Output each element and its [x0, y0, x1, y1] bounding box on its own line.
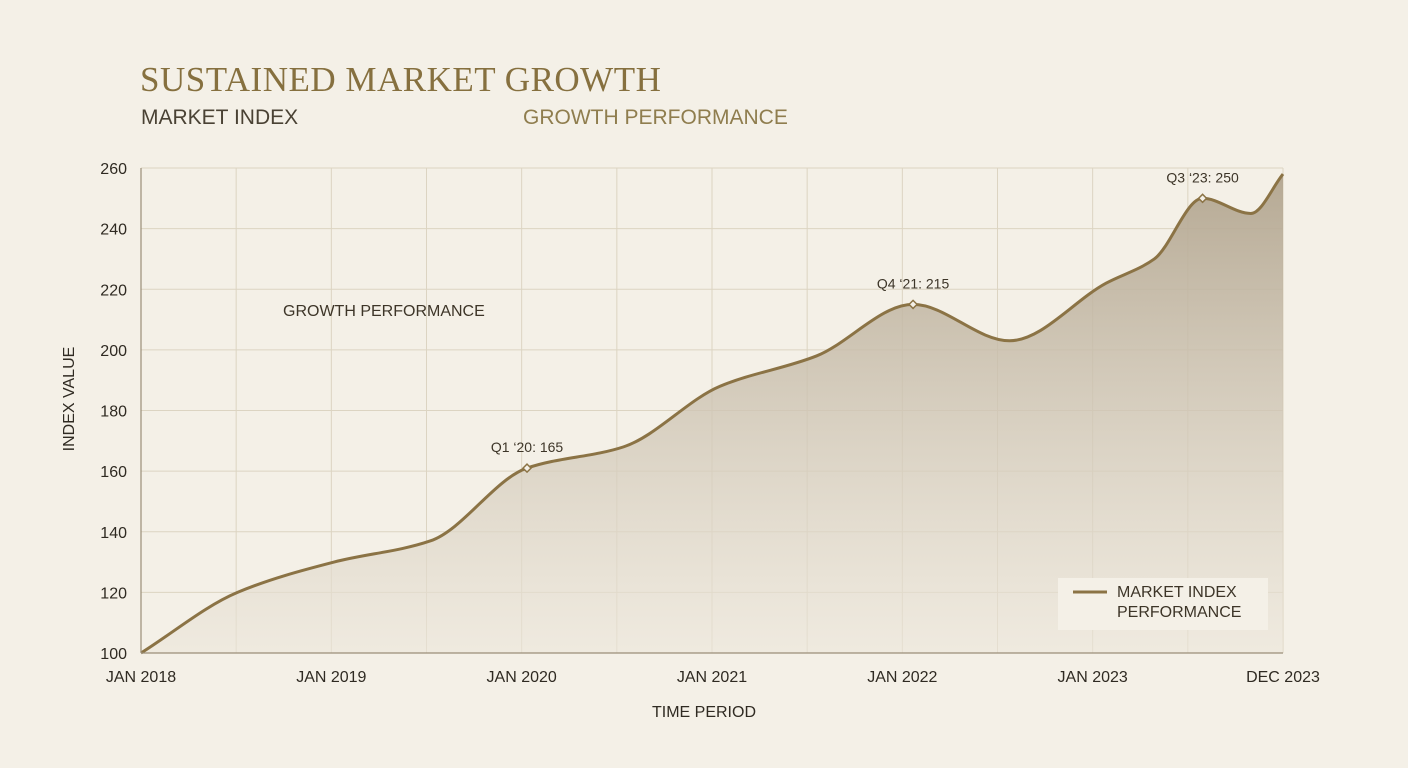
- annotation-marker: [521, 463, 533, 474]
- subtitle-growth-performance: GROWTH PERFORMANCE: [523, 106, 788, 129]
- y-tick-label: 220: [100, 282, 127, 299]
- series-line: [140, 173, 1285, 655]
- annotation-label: Q1 ‘20: 165: [491, 439, 564, 455]
- annotation-marker: [907, 299, 919, 310]
- legend: MARKET INDEX PERFORMANCE: [1058, 578, 1268, 630]
- y-tick-label: 180: [100, 404, 127, 421]
- y-tick-label: 200: [100, 343, 127, 360]
- y-tick-label: 140: [100, 525, 127, 542]
- annotations: Q1 ‘20: 165 Q4 ‘21: 215 Q3 ‘23: 250: [491, 169, 1239, 474]
- y-tick-label: 260: [100, 161, 127, 178]
- y-tick-label: 100: [100, 646, 127, 663]
- y-tick-label: 240: [100, 222, 127, 239]
- x-tick-label: JAN 2023: [1058, 669, 1128, 686]
- x-tick-label: DEC 2023: [1246, 669, 1320, 686]
- subtitle-market-index: MARKET INDEX: [141, 106, 299, 129]
- axes: [140, 168, 1283, 654]
- x-tick-label: JAN 2021: [677, 669, 747, 686]
- legend-line-2: PERFORMANCE: [1117, 604, 1241, 621]
- annotation-label: Q4 ‘21: 215: [877, 275, 950, 291]
- legend-box: [1058, 578, 1268, 630]
- y-axis-label: INDEX VALUE: [61, 347, 78, 452]
- annotation-label: Q3 ‘23: 250: [1166, 169, 1239, 185]
- x-tick-label: JAN 2022: [867, 669, 937, 686]
- x-tick-label: JAN 2020: [487, 669, 557, 686]
- x-tick-label: JAN 2019: [296, 669, 366, 686]
- y-tick-label: 160: [100, 464, 127, 481]
- y-tick-label: 120: [100, 585, 127, 602]
- tick-labels: 100 120 140 160 180 200 220 240 260 JAN 2018 JAN 2…: [100, 161, 1320, 686]
- legend-line-1: MARKET INDEX: [1117, 584, 1237, 601]
- x-tick-label: JAN 2018: [106, 669, 176, 686]
- x-axis-label: TIME PERIOD: [652, 704, 756, 721]
- annotation-marker: [1197, 193, 1208, 204]
- series-area: [141, 174, 1283, 653]
- chart-title: SUSTAINED MARKET GROWTH: [140, 60, 662, 99]
- inner-growth-label: GROWTH PERFORMANCE: [283, 303, 485, 320]
